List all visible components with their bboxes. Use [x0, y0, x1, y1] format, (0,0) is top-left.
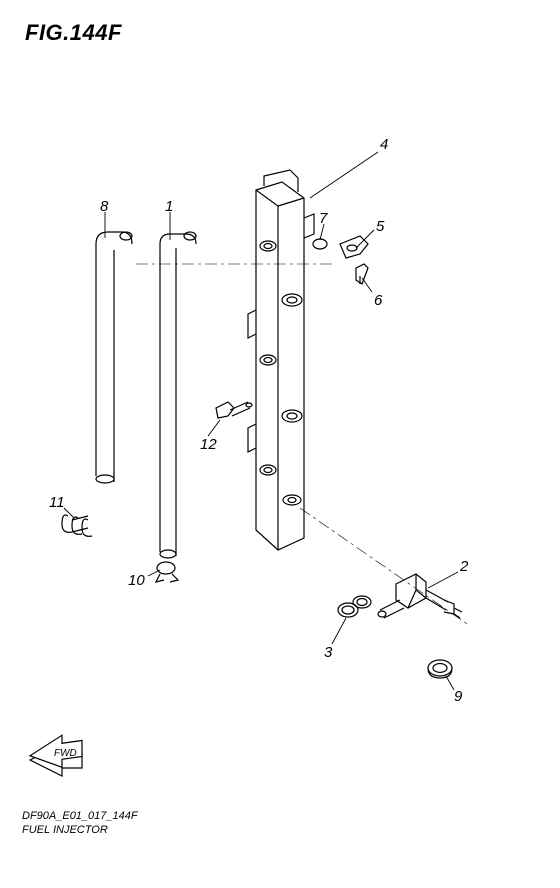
footer-description: FUEL INJECTOR — [22, 824, 108, 836]
part-fuel-rail — [248, 170, 314, 550]
footer-id: DF90A_E01_017_144F — [22, 810, 138, 822]
part-connector — [313, 236, 368, 284]
callout-5: 5 — [376, 218, 384, 235]
part-clip-10 — [156, 562, 178, 582]
part-seal-9 — [428, 660, 452, 678]
callout-10: 10 — [128, 572, 145, 589]
part-bolt-12 — [216, 402, 252, 418]
callout-6: 6 — [374, 292, 382, 309]
callout-8: 8 — [100, 198, 108, 215]
assembly-axis — [136, 264, 470, 626]
callout-3: 3 — [324, 644, 332, 661]
part-injector — [378, 574, 462, 618]
callout-4: 4 — [380, 136, 388, 153]
part-hose-8 — [96, 232, 132, 483]
callout-11: 11 — [49, 494, 65, 511]
callout-7: 7 — [319, 210, 327, 227]
diagram-canvas: FWD — [0, 0, 560, 888]
part-clamp-11 — [62, 515, 92, 536]
part-hose-1 — [160, 232, 196, 558]
callout-9: 9 — [454, 688, 462, 705]
fwd-label: FWD — [54, 748, 77, 759]
callout-1: 1 — [165, 198, 173, 215]
callout-2: 2 — [460, 558, 468, 575]
callout-12: 12 — [200, 436, 217, 453]
part-oring-3 — [338, 596, 371, 617]
